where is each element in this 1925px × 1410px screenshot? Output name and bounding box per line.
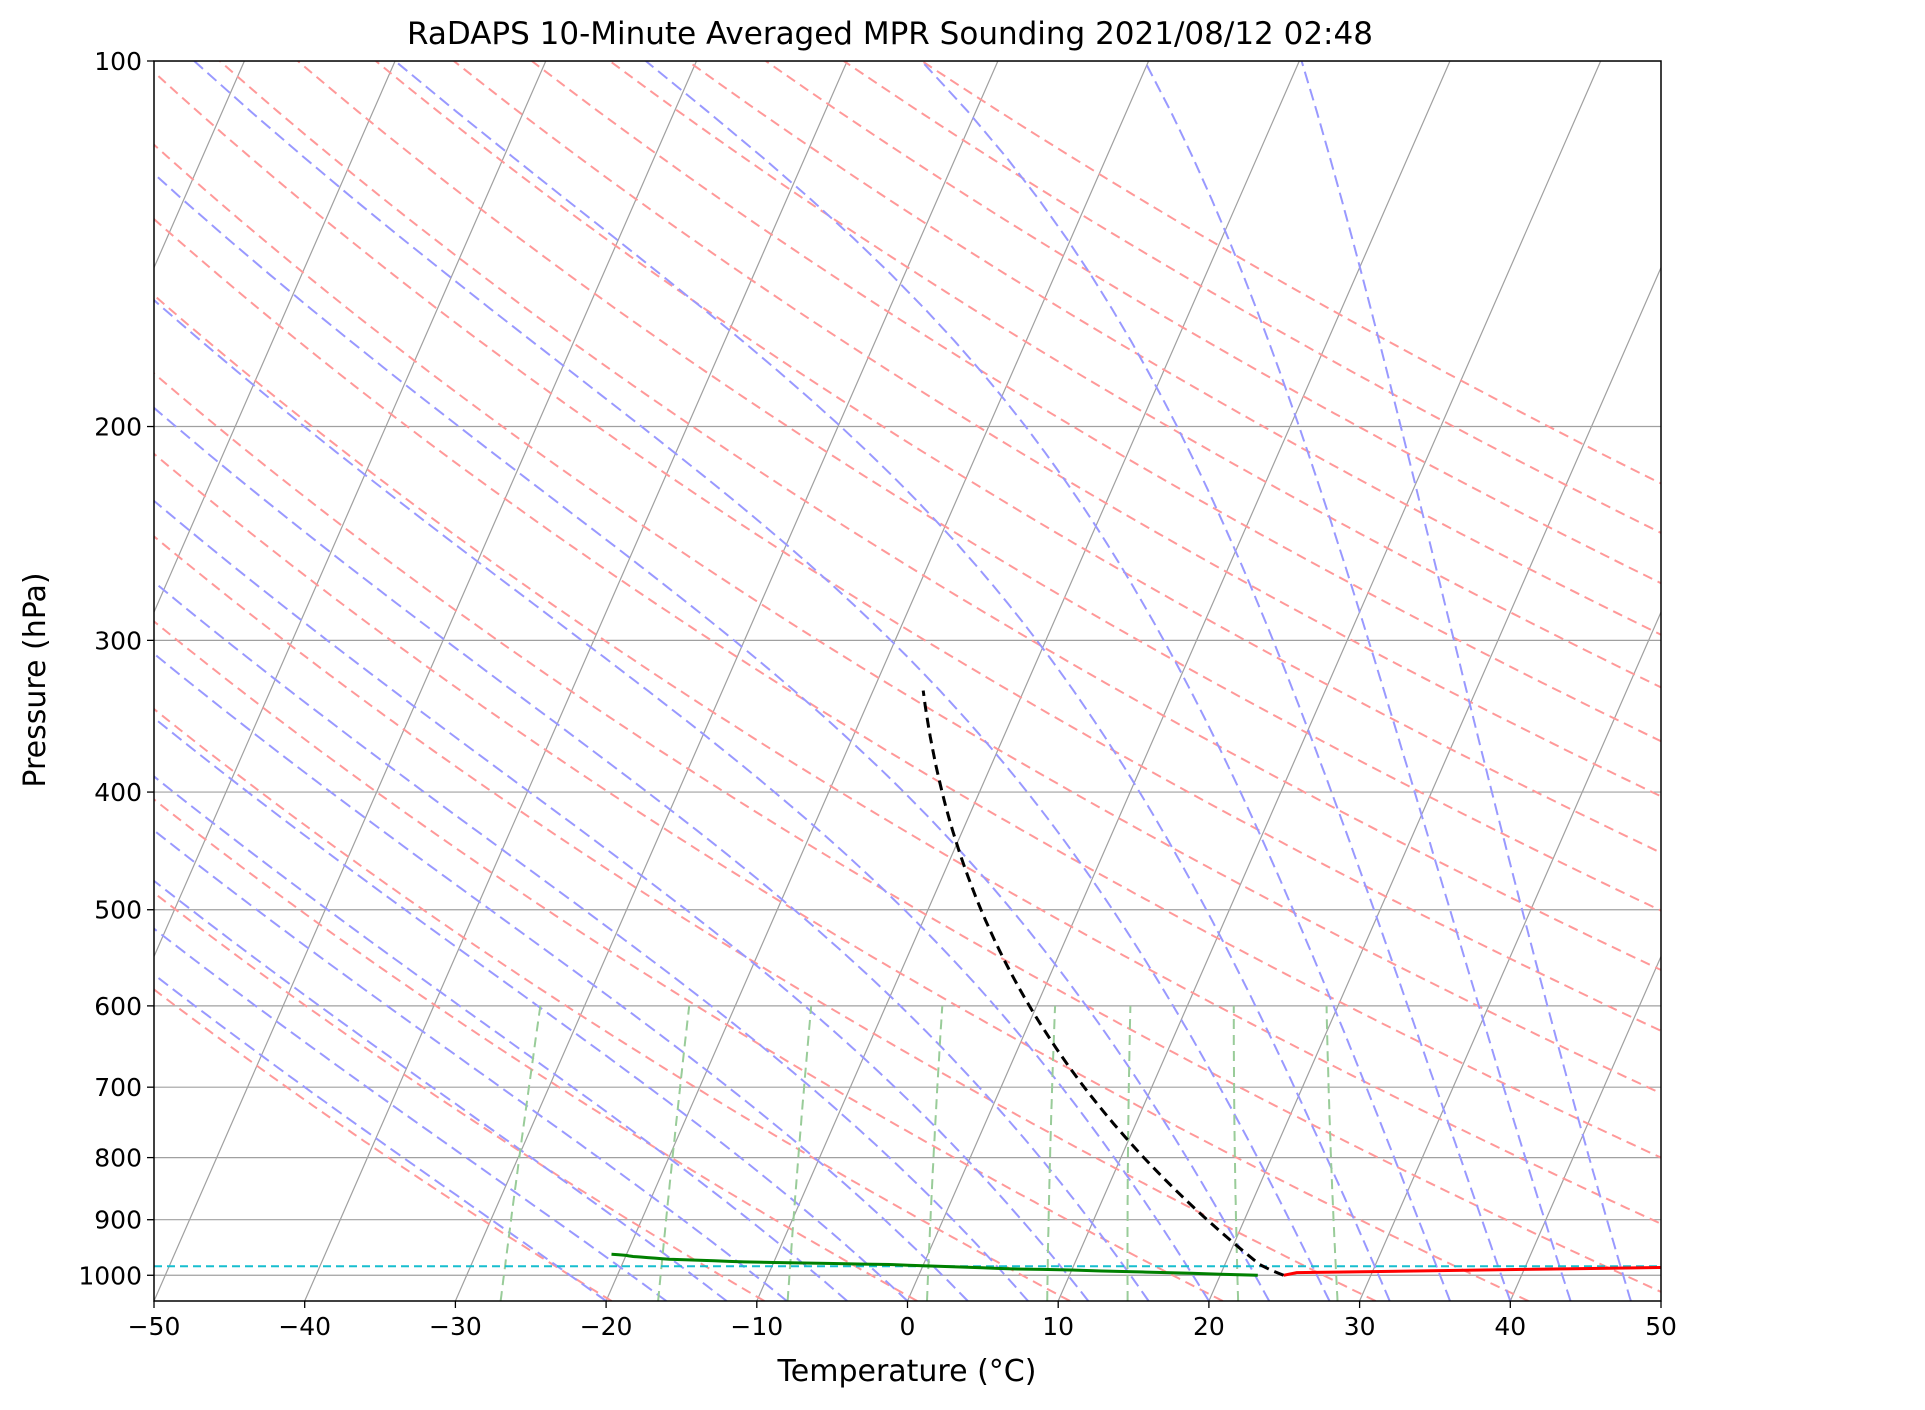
y-tick-label: 1000 (78, 1261, 142, 1290)
moist-adiabat-line (0, 61, 1149, 1301)
dry-adiabat-line (142, 61, 1925, 1301)
mixing-ratio-line (1327, 1006, 1338, 1301)
isotherm-line (1510, 61, 1925, 1301)
x-tick-label: −30 (429, 1312, 482, 1341)
x-tick-label: 20 (1193, 1312, 1225, 1341)
x-tick-label: −50 (128, 1312, 181, 1341)
isotherm-line (908, 61, 1451, 1301)
moist-adiabat-line (0, 61, 908, 1301)
moist-adiabat-line (0, 61, 787, 1301)
dry-adiabat-line (298, 61, 1925, 1301)
mixing-ratio-line (927, 1006, 942, 1301)
x-tick-label: −40 (278, 1312, 331, 1341)
mixing-ratio-line (1234, 1006, 1238, 1301)
dry-adiabat-line (766, 61, 1925, 1301)
isotherm-line (455, 61, 998, 1301)
isotherm-line (305, 61, 848, 1301)
dry-adiabat-line (376, 61, 1925, 1301)
y-tick-label: 200 (94, 413, 142, 442)
isotherm-line (154, 61, 697, 1301)
x-tick-label: 0 (900, 1312, 916, 1341)
y-tick-label: 800 (94, 1144, 142, 1173)
x-tick-label: 10 (1042, 1312, 1074, 1341)
x-tick-label: 30 (1344, 1312, 1376, 1341)
dry-adiabat-line (0, 61, 1223, 1301)
y-axis-label: Pressure (hPa) (18, 572, 53, 787)
x-tick-label: 50 (1645, 1312, 1677, 1341)
dry-adiabat-line (0, 61, 917, 1301)
dry-adiabat-line (610, 61, 1925, 1301)
y-tick-label: 700 (94, 1073, 142, 1102)
x-tick-label: −20 (580, 1312, 633, 1341)
moist-adiabat-line (0, 61, 606, 1301)
parcel-profile (923, 691, 1283, 1276)
isotherm-line (757, 61, 1300, 1301)
y-tick-label: 500 (94, 896, 142, 925)
moist-adiabat-line (0, 61, 847, 1301)
y-tick-label: 600 (94, 992, 142, 1021)
mixing-ratio-line (501, 1006, 541, 1301)
dry-adiabat-line (844, 61, 1925, 1301)
y-tick-label: 900 (94, 1206, 142, 1235)
dry-adiabat-line (0, 61, 764, 1301)
dry-adiabat-line (0, 61, 612, 1301)
y-tick-label: 100 (94, 47, 142, 76)
x-axis-label: Temperature (°C) (777, 1354, 1037, 1389)
moist-adiabat-line (0, 61, 968, 1301)
x-tick-label: −10 (730, 1312, 783, 1341)
dry-adiabat-line (454, 61, 1925, 1301)
dry-adiabat-line (0, 61, 1070, 1301)
x-tick-label: 40 (1494, 1312, 1526, 1341)
isotherm-line (1812, 61, 1925, 1301)
isotherm-line (0, 61, 395, 1301)
moist-adiabat-line (395, 61, 1390, 1301)
isotherm-line (1058, 61, 1601, 1301)
chart-title: RaDAPS 10-Minute Averaged MPR Sounding 2… (407, 16, 1373, 52)
y-tick-label: 300 (94, 626, 142, 655)
mixing-ratio-line (1128, 1006, 1131, 1301)
y-tick-label: 400 (94, 778, 142, 807)
dewpoint-profile (612, 1254, 1258, 1275)
mixing-ratio-line (788, 1006, 812, 1301)
moist-adiabat-line (922, 61, 1511, 1301)
moist-adiabat-line (1145, 61, 1571, 1301)
isotherm-line (1661, 61, 1925, 1301)
moist-adiabat-line (1302, 61, 1631, 1301)
isotherm-line (1360, 61, 1903, 1301)
dry-adiabat-line (532, 61, 1925, 1301)
moist-adiabat-line (0, 61, 666, 1301)
